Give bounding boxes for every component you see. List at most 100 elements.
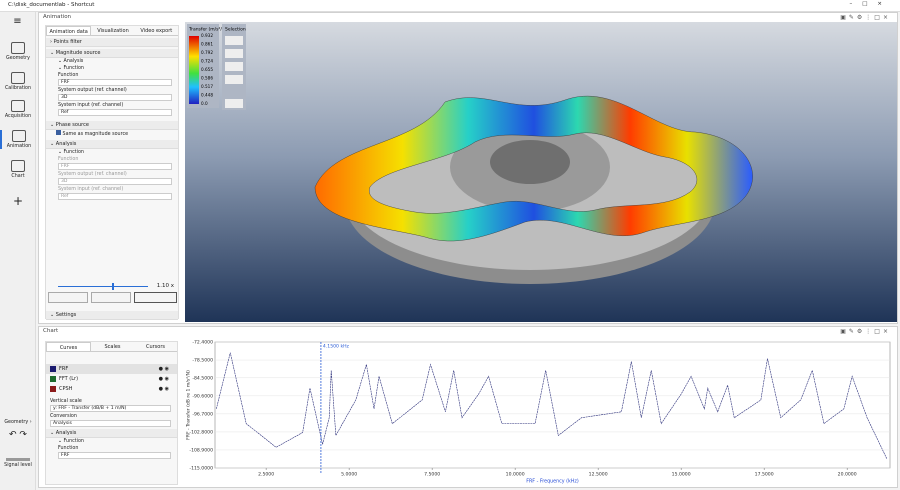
window-title: C:\disk_documentlab - Shortcut	[8, 2, 95, 8]
tab-bar: Curves Scales Cursors	[46, 342, 177, 352]
dropdown[interactable]: FRF	[58, 79, 172, 86]
tab[interactable]: Video export	[140, 28, 173, 34]
x-tick-label: 7.5000	[424, 472, 440, 478]
section-title: Points filter	[53, 39, 82, 45]
select-tool[interactable]	[225, 75, 243, 84]
label: Conversion	[50, 414, 77, 419]
nav-label: Calibration	[4, 86, 32, 91]
section-header[interactable]: ⌄ Magnitude source	[46, 49, 178, 58]
section-header[interactable]: ⌄ Phase source	[46, 121, 178, 130]
curve-list: FRF ● ◉ FFT (Lr) ● ◉ CPSH ● ◉	[46, 364, 177, 394]
undo-redo[interactable]: ↶ ↷	[9, 430, 27, 440]
colorbar-label: 0.0	[201, 101, 208, 106]
section-title: Settings	[55, 312, 77, 318]
chart: -72.4000 -78.5000 -84.5000 -90.6000 -96.7000…	[186, 340, 891, 485]
curve-row[interactable]: FRF ● ◉	[46, 364, 177, 374]
section-header[interactable]: › Points filter	[46, 38, 178, 47]
curve-swatch	[50, 366, 56, 372]
loop-button[interactable]	[134, 292, 177, 303]
colorbar-label: 0.586	[201, 76, 213, 81]
nav-item[interactable]: Chart	[0, 160, 36, 179]
nav-item[interactable]: Acquisition	[0, 100, 36, 119]
tab[interactable]: Curves	[46, 342, 91, 351]
window-controls[interactable]: –□×	[849, 1, 892, 7]
title-bar: C:\disk_documentlab - Shortcut –□×	[0, 0, 900, 12]
label: Vertical scale	[50, 399, 82, 404]
curve-row[interactable]: CPSH ● ◉	[46, 384, 177, 394]
field-label: System output (ref. channel)	[58, 88, 127, 93]
dropdown[interactable]: Analysis	[50, 420, 171, 427]
select-tool[interactable]	[225, 49, 243, 58]
colorbar-label: 0.448	[201, 93, 213, 98]
y-tick-label: -72.4000	[192, 340, 213, 346]
curve-row[interactable]: FFT (Lr) ● ◉	[46, 374, 177, 384]
nav-item[interactable]: Animation	[0, 130, 36, 149]
y-tick-label: -96.7000	[192, 411, 213, 417]
tab[interactable]: Animation data	[46, 26, 92, 35]
stop-button[interactable]	[91, 292, 131, 303]
subsection[interactable]: ⌄ Analysis	[58, 59, 84, 64]
dropdown[interactable]: Ref	[58, 193, 172, 200]
field-label: System output (ref. channel)	[58, 172, 127, 177]
x-tick-label: 20.0000	[838, 472, 857, 478]
visibility-toggle[interactable]: ● ◉	[158, 386, 169, 392]
panel-title: Chart	[43, 328, 59, 334]
select-tool[interactable]	[225, 36, 243, 45]
speed-slider[interactable]: 1.10 x	[50, 283, 176, 290]
play-button[interactable]	[48, 292, 88, 303]
curve-name: FFT (Lr)	[59, 376, 79, 382]
subsection[interactable]: ⌄ Function	[58, 150, 84, 155]
select-tool[interactable]	[225, 99, 243, 108]
tab[interactable]: Visualization	[97, 28, 129, 34]
visibility-toggle[interactable]: ● ◉	[158, 366, 169, 372]
dropdown[interactable]: 3D	[58, 178, 172, 185]
nav-item[interactable]: Calibration	[0, 72, 36, 91]
tab[interactable]: Scales	[104, 344, 121, 350]
panel-tools[interactable]: ▣✎⚙⋮□×	[840, 14, 891, 21]
dropdown[interactable]: y: FRF - Transfer (dB/B + 1 m/N)	[50, 405, 171, 412]
tab[interactable]: Cursors	[145, 344, 166, 350]
colorbar	[189, 36, 199, 104]
section-header[interactable]: ⌄ Analysis	[46, 429, 177, 438]
y-tick-label: -90.6000	[192, 393, 213, 399]
visibility-toggle[interactable]: ● ◉	[158, 376, 169, 382]
section-title: Magnitude source	[55, 50, 101, 56]
field-label: System input (ref. channel)	[58, 103, 124, 108]
section-header[interactable]: ⌄ Settings	[46, 311, 178, 320]
field-label: System input (ref. channel)	[58, 187, 124, 192]
nav-label: Chart	[11, 174, 25, 179]
viewport-3d: Transfer (m/s²/N) 0.9320.8610.7920.7240.…	[185, 22, 897, 322]
subsection[interactable]: ⌄ Function	[58, 439, 84, 444]
dropdown[interactable]: Ref	[58, 109, 172, 116]
x-tick-label: 2.5000	[258, 472, 274, 478]
series-line	[216, 352, 888, 460]
dropdown[interactable]: 3D	[58, 94, 172, 101]
checkbox[interactable]: Same as magnitude source	[46, 130, 178, 138]
curve-name: FRF	[59, 366, 69, 372]
field-label: Function	[58, 73, 79, 78]
nav-item[interactable]: Geometry	[0, 42, 36, 61]
add-button[interactable]: +	[12, 194, 24, 208]
label: Analysis	[63, 59, 84, 64]
panel-tools[interactable]: ▣✎⚙⋮□×	[840, 328, 891, 335]
dropdown[interactable]: FRF	[58, 452, 171, 459]
section-title: Analysis	[55, 430, 77, 436]
curve-swatch	[50, 376, 56, 382]
nav-label: Animation	[6, 144, 32, 149]
dropdown[interactable]: FRF	[58, 163, 172, 170]
menu-button[interactable]: ≡	[13, 16, 22, 27]
y-tick-label: -115.0000	[189, 466, 213, 472]
selection-title: Selection	[225, 27, 246, 33]
select-tool[interactable]	[225, 62, 243, 71]
cursor-label: 4.1500 kHz	[323, 344, 350, 350]
x-tick-label: 5.0000	[341, 472, 357, 478]
x-tick-label: 12.5000	[589, 472, 608, 478]
y-axis-label: FRF - Transfer (dB re 1 m/s²/N)	[186, 370, 192, 440]
x-axis-label: FRF - Frequency (kHz)	[526, 479, 579, 485]
colorbar-label: 0.792	[201, 50, 213, 55]
geometry-toggle[interactable]: Geometry ›	[4, 420, 32, 425]
section-header[interactable]: ⌄ Analysis	[46, 140, 178, 149]
subsection[interactable]: ⌄ Function	[58, 66, 84, 71]
hub-bore	[490, 140, 570, 184]
